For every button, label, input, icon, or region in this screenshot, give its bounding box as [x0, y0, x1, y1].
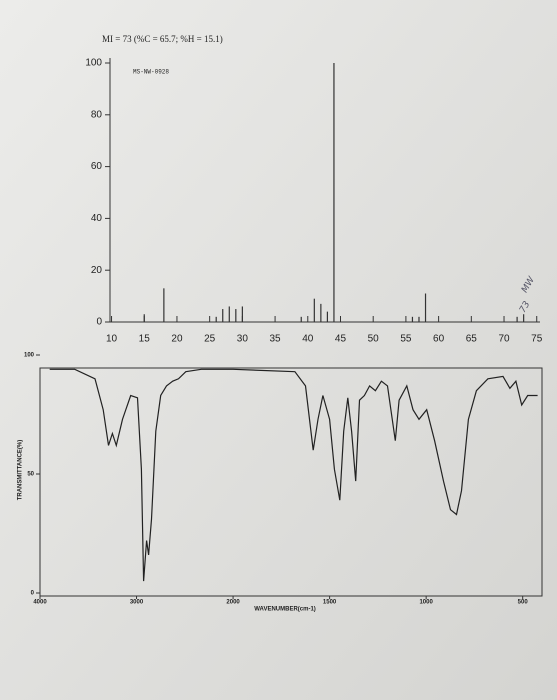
y-tick-label: 80: [91, 109, 103, 120]
x-tick-label: 1000: [419, 600, 433, 606]
ms-label: MS-NW-0928: [133, 69, 169, 76]
x-tick-label: 40: [302, 334, 314, 345]
x-tick-label: 25: [204, 334, 216, 345]
x-tick-label: 60: [433, 334, 445, 345]
x-tick-label: 4000: [33, 600, 47, 606]
x-tick-label: 15: [139, 334, 151, 345]
x-tick-label: 10: [106, 334, 118, 345]
ir-trace: [49, 368, 538, 582]
x-tick-label: 70: [498, 334, 510, 345]
y-tick-label: 40: [91, 213, 103, 224]
x-tick-label: 55: [400, 334, 412, 345]
x-axis-label: WAVENUMBER(cm-1): [254, 607, 316, 613]
x-tick-label: 35: [270, 334, 282, 345]
x-tick-label: 2000: [226, 600, 240, 606]
y-tick-label: 100: [24, 353, 35, 359]
y-tick-label: 100: [85, 58, 102, 69]
y-tick-label: 50: [27, 472, 34, 478]
y-tick-label: 20: [91, 265, 103, 276]
x-tick-label: 75: [531, 334, 543, 345]
x-tick-label: 30: [237, 334, 249, 345]
y-tick-label: 60: [91, 161, 103, 172]
x-tick-label: 20: [171, 334, 183, 345]
x-tick-label: 1500: [323, 600, 337, 606]
x-tick-label: 50: [368, 334, 380, 345]
x-tick-label: 500: [518, 600, 529, 606]
ms-title: MI = 73 (%C = 65.7; %H = 15.1): [102, 34, 223, 44]
y-tick-label: 0: [31, 591, 35, 597]
x-tick-label: 45: [335, 334, 347, 345]
plot-frame: [39, 367, 543, 597]
y-axis-label: TRANSMITTANCE(%): [18, 440, 24, 501]
y-tick-label: 0: [96, 317, 102, 328]
x-tick-label: 3000: [130, 600, 144, 606]
x-tick-label: 65: [466, 334, 478, 345]
